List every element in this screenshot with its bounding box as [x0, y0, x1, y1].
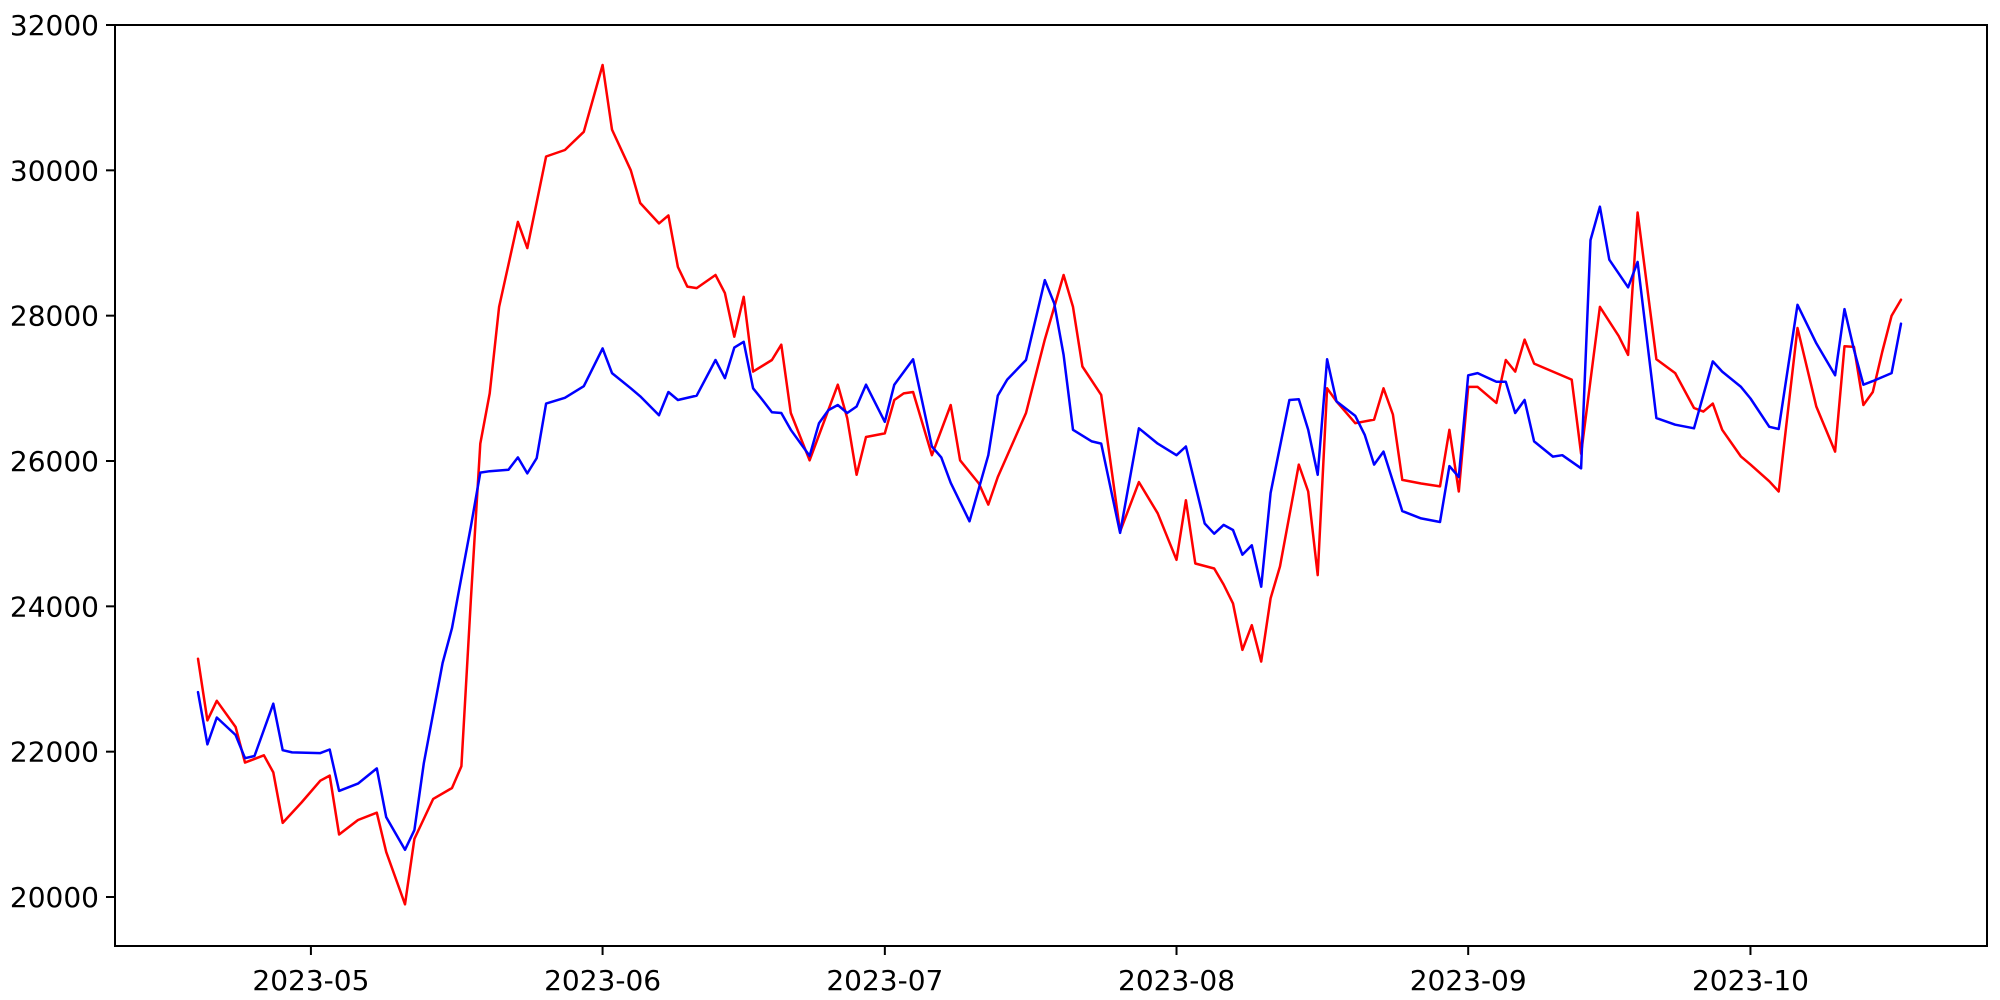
x-axis-tick-label: 2023-05 [252, 964, 369, 997]
y-axis-tick-label: 28000 [10, 300, 99, 333]
blue-series-line [196, 205, 1903, 852]
y-axis-tick-label: 32000 [10, 9, 99, 42]
x-axis-tick-label: 2023-06 [544, 964, 661, 997]
plot-border [114, 24, 1988, 947]
x-axis-tick-label: 2023-07 [826, 964, 943, 997]
x-axis-tick-label: 2023-10 [1692, 964, 1809, 997]
x-axis-tick-label: 2023-08 [1118, 964, 1235, 997]
y-axis-tick-label: 20000 [10, 881, 99, 914]
y-axis-tick-label: 24000 [10, 590, 99, 623]
red-series-line [196, 63, 1903, 906]
y-axis-tick-label: 30000 [10, 154, 99, 187]
x-axis-tick-label: 2023-09 [1410, 964, 1527, 997]
y-axis-tick-label: 26000 [10, 445, 99, 478]
y-axis-tick-label: 22000 [10, 736, 99, 769]
